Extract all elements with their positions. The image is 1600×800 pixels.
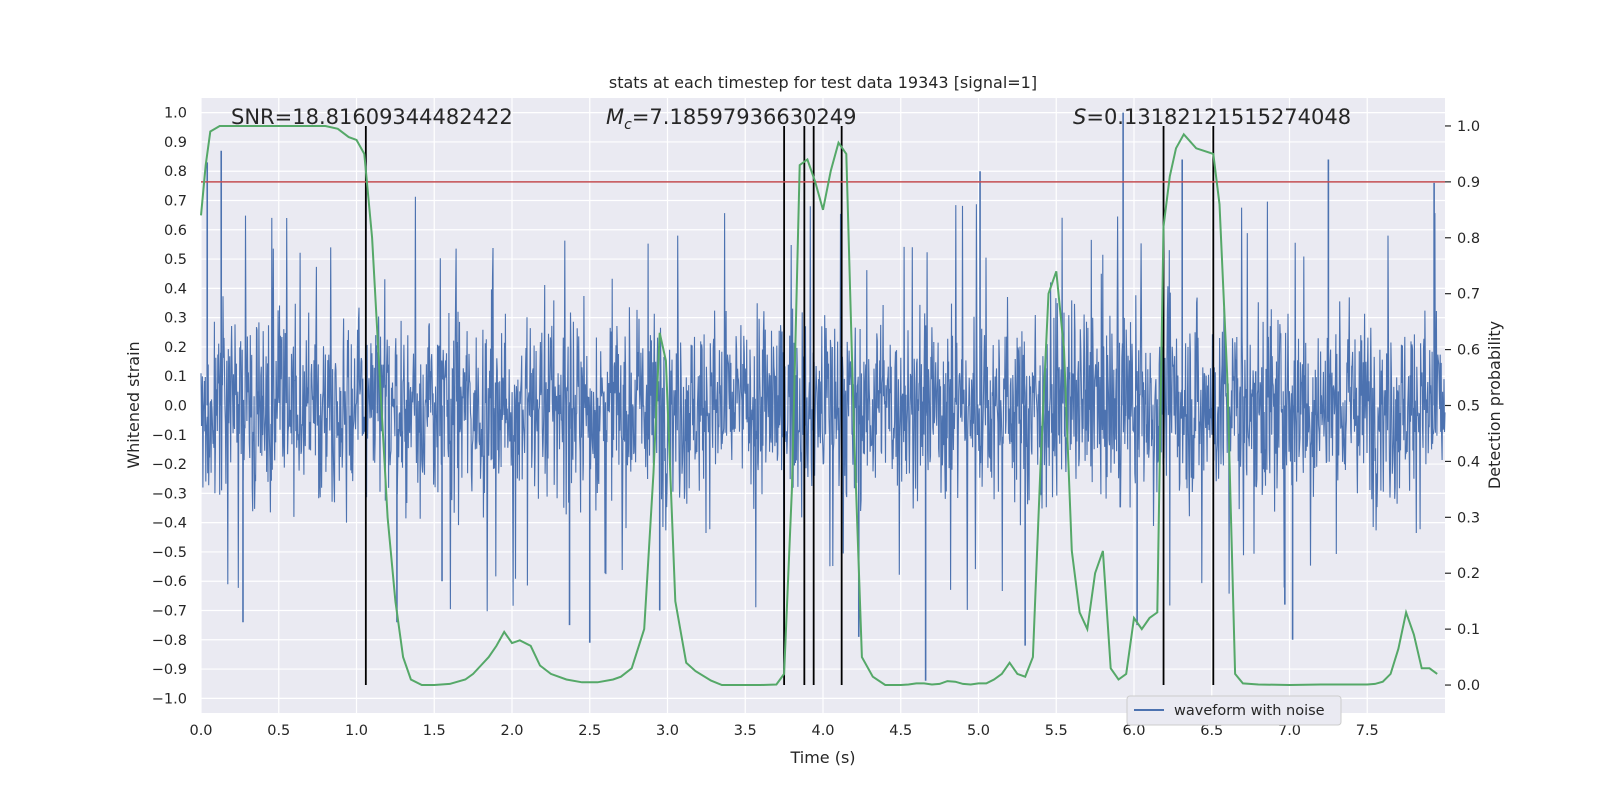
legend-entry: waveform with noise xyxy=(1174,703,1325,719)
left-y-tick-label: −0.9 xyxy=(152,662,187,678)
left-y-tick-label: −0.6 xyxy=(152,574,187,590)
snr-annotation: SNR=18.81609344482422 xyxy=(231,105,513,129)
chirp-mass-value: =7.18597936630249 xyxy=(632,105,857,129)
x-tick-label: 0.0 xyxy=(189,723,212,739)
waveform-noise-trace xyxy=(200,196,1446,612)
right-y-tick-label: 0.3 xyxy=(1457,510,1480,526)
x-tick-label: 5.5 xyxy=(1045,723,1068,739)
left-y-tick-label: 0.1 xyxy=(164,369,187,385)
right-y-tick-label: 1.0 xyxy=(1457,119,1480,135)
left-y-tick-label: 0.0 xyxy=(164,399,187,415)
x-tick-label: 4.0 xyxy=(811,723,834,739)
right-y-tick-label: 0.1 xyxy=(1457,622,1480,638)
legend: waveform with noise xyxy=(1126,695,1342,726)
x-tick-label: 2.0 xyxy=(500,723,523,739)
x-tick-label: 7.5 xyxy=(1356,723,1379,739)
left-y-tick-label: 0.3 xyxy=(164,311,187,327)
chirp-mass-subscript: c xyxy=(624,117,632,133)
x-tick-label: 6.5 xyxy=(1200,723,1223,739)
x-tick-label: 0.5 xyxy=(267,723,290,739)
left-y-tick-label: 0.8 xyxy=(164,164,187,180)
right-y-axis-ticks: 0.0 0.1 0.2 0.3 0.4 0.5 0.6 0.7 0.8 0.9 1.0 xyxy=(1445,119,1480,694)
chart-title: stats at each timestep for test data 193… xyxy=(609,73,1037,92)
left-y-tick-label: −0.5 xyxy=(152,545,187,561)
right-y-axis-label: Detection probability xyxy=(1485,321,1504,489)
x-tick-label: 7.0 xyxy=(1278,723,1301,739)
s-annotation: S=0.1318212151527404​8 xyxy=(1073,105,1351,129)
right-y-tick-label: 0.4 xyxy=(1457,454,1480,470)
left-y-tick-label: 0.4 xyxy=(164,281,187,297)
x-tick-label: 3.0 xyxy=(656,723,679,739)
x-tick-label: 1.5 xyxy=(423,723,446,739)
right-y-tick-label: 0.5 xyxy=(1457,399,1480,415)
right-y-tick-label: 0.9 xyxy=(1457,175,1480,191)
chirp-mass-annotation: Mc=7.18597936630249 xyxy=(606,105,857,133)
x-tick-label: 5.0 xyxy=(967,723,990,739)
x-axis-label: Time (s) xyxy=(789,748,855,767)
right-y-tick-label: 0.8 xyxy=(1457,231,1480,247)
right-y-tick-label: 0.6 xyxy=(1457,343,1480,359)
right-y-tick-label: 0.2 xyxy=(1457,566,1480,582)
x-tick-label: 1.0 xyxy=(345,723,368,739)
left-y-tick-label: −0.4 xyxy=(152,516,187,532)
left-y-tick-label: 0.9 xyxy=(164,135,187,151)
left-y-tick-label: 0.7 xyxy=(164,194,187,210)
left-y-tick-label: 0.5 xyxy=(164,252,187,268)
left-y-tick-label: −0.3 xyxy=(152,486,187,502)
legend-box xyxy=(1126,695,1342,726)
left-y-tick-label: −0.8 xyxy=(152,633,187,649)
left-y-tick-label: −1.0 xyxy=(152,691,187,707)
x-tick-label: 6.0 xyxy=(1122,723,1145,739)
left-y-tick-label: 1.0 xyxy=(164,106,187,122)
left-y-tick-label: −0.1 xyxy=(152,428,187,444)
left-y-tick-label: 0.2 xyxy=(164,340,187,356)
right-y-tick-label: 0.0 xyxy=(1457,678,1480,694)
s-value: =0.1318212151527404​8 xyxy=(1086,105,1351,129)
chirp-mass-symbol: M xyxy=(606,105,624,129)
x-tick-label: 2.5 xyxy=(578,723,601,739)
x-tick-label: 4.5 xyxy=(889,723,912,739)
s-symbol: S xyxy=(1073,105,1086,129)
left-y-tick-label: −0.7 xyxy=(152,604,187,620)
left-y-axis-ticks: −1.0 −0.9 −0.8 −0.7 −0.6 −0.5 −0.4 −0.3 −0.2 −0.1… xyxy=(152,106,187,708)
right-y-tick-label: 0.7 xyxy=(1457,287,1480,303)
left-y-axis-label: Whitened strain xyxy=(124,341,143,468)
x-axis-ticks: 0.0 0.5 1.0 1.5 2.0 2.5 3.0 3.5 4.0 4.5 5.0 5.5 6.0 6… xyxy=(189,723,1378,739)
left-y-tick-label: −0.2 xyxy=(152,457,187,473)
detection-probability-series xyxy=(200,125,1438,687)
x-tick-label: 3.5 xyxy=(734,723,757,739)
left-y-tick-label: 0.6 xyxy=(164,223,187,239)
